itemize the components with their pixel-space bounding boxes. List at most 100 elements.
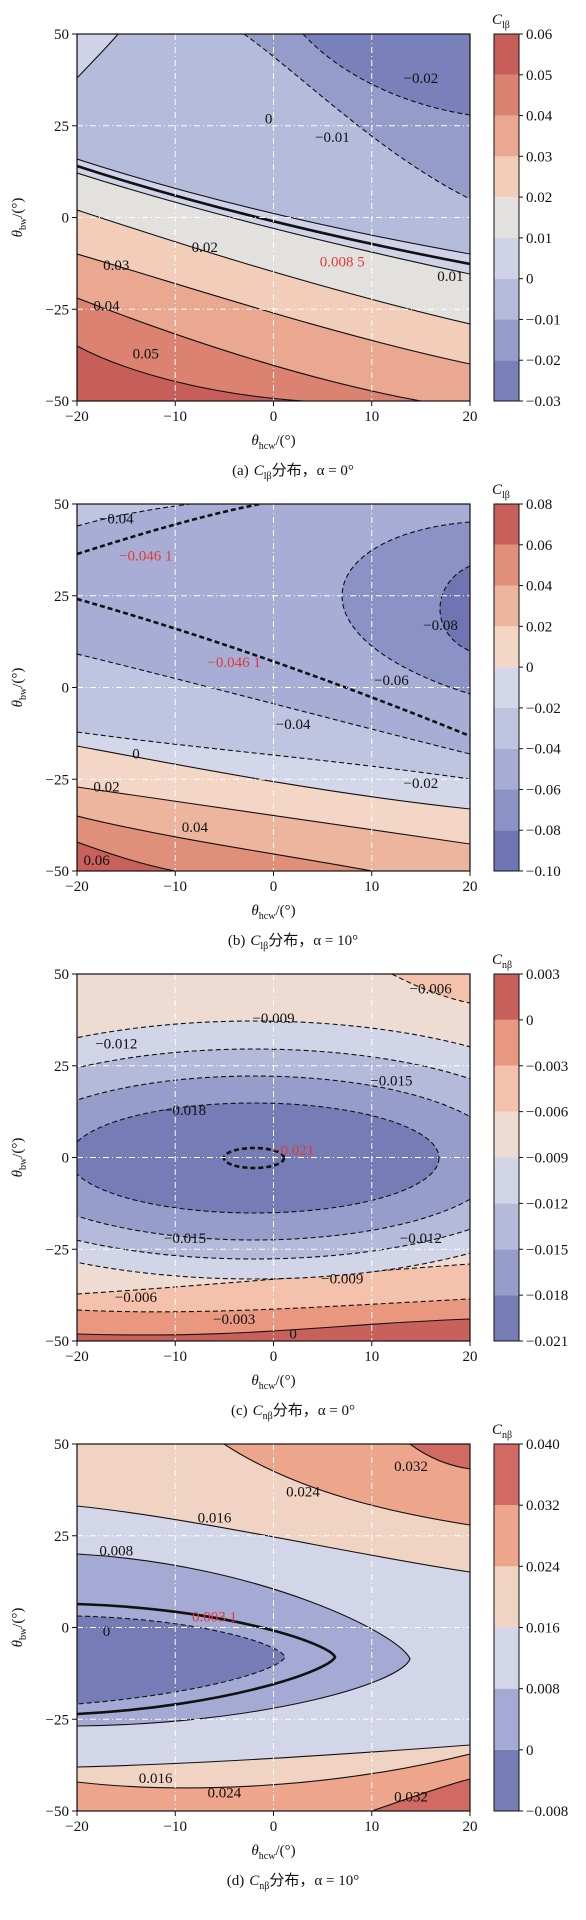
contour-label: 0.016 — [198, 1510, 232, 1526]
x-tick-label: 10 — [364, 1349, 379, 1365]
colorbar-tick-label: 0.024 — [526, 1559, 560, 1575]
x-axis-label-part: /(°) — [275, 1843, 295, 1859]
colorbar-band — [494, 1019, 519, 1066]
band — [77, 1102, 440, 1214]
y-tick-label: −50 — [46, 864, 69, 880]
contour-label: −0.009 — [321, 1272, 363, 1288]
x-tick-label: −10 — [164, 1349, 187, 1365]
colorbar-tick-label: 0.04 — [526, 579, 553, 595]
highlight-contour — [77, 597, 470, 738]
colorbar-tick-label: −0.04 — [526, 742, 561, 758]
y-axis-label: θbw/(°) — [10, 198, 29, 238]
plot-frame — [76, 33, 471, 402]
colorbar-tick-label: 0 — [526, 660, 534, 676]
panel: −20 −10 0 10 20 −50 −25 0 25 50 −0.006 −0.009 −0.012… — [10, 952, 569, 1422]
contour-label: 0.04 — [93, 299, 120, 315]
x-axis-label: θhcw/(°) — [251, 1843, 295, 1862]
colorbar-tick-label: 0.03 — [526, 149, 552, 165]
contour-label: −0.01 — [315, 130, 350, 146]
contour-label: 0.024 — [286, 1485, 320, 1501]
caption: (d) Cnβ分布，α = 10° — [227, 1872, 359, 1892]
band — [222, 1444, 470, 1526]
colorbar-band — [494, 830, 519, 871]
contour-label: 0.032 — [394, 1459, 428, 1475]
contour-label: −0.046 1 — [207, 655, 260, 671]
x-tick-label: 0 — [270, 879, 278, 895]
colorbar-band — [494, 1688, 519, 1750]
colorbar-label-part: lβ — [502, 490, 510, 501]
x-axis-label-part: /(°) — [275, 903, 295, 919]
colorbar-tick-label: 0.06 — [526, 27, 553, 43]
colorbar-band — [494, 1627, 519, 1689]
y-tick-label: 0 — [62, 1151, 70, 1167]
y-tick-label: 50 — [54, 497, 69, 513]
caption-part: lβ — [264, 471, 272, 482]
y-axis-label: θbw/(°) — [10, 1608, 29, 1648]
y-tick-label: −25 — [46, 1712, 69, 1728]
y-axis-label-part: /(°) — [10, 1138, 26, 1158]
contour-label: −0.02 — [404, 71, 439, 87]
contour-label: −0.015 — [370, 1073, 412, 1089]
colorbar-band — [494, 1203, 519, 1250]
colorbar-label-part: C — [492, 952, 503, 968]
colorbar-tick-label: 0.040 — [526, 1437, 560, 1453]
y-tick-label: −25 — [46, 772, 69, 788]
colorbar-band — [494, 319, 519, 361]
y-axis-label-part: bw — [18, 1157, 29, 1170]
contour-label: −0.08 — [423, 618, 458, 634]
colorbar-band — [494, 156, 519, 198]
colorbar-band — [494, 1295, 519, 1341]
panel: −20 −10 0 10 20 −50 −25 0 25 50 0 −0.02 −0.01 0.02 0.0… — [10, 12, 561, 482]
contour-label: −0.003 — [213, 1312, 255, 1328]
x-axis-label: θhcw/(°) — [251, 903, 295, 922]
contour-label: 0 — [103, 1624, 111, 1640]
colorbar-tick-label: 0.02 — [526, 619, 552, 635]
y-tick-label: −50 — [46, 394, 69, 410]
x-tick-label: −20 — [65, 1819, 88, 1835]
contour-label: 0.01 — [437, 269, 463, 285]
y-axis-label-part: bw — [18, 1627, 29, 1640]
contour-label: 0.008 — [99, 1543, 133, 1559]
contour-label: 0 — [289, 1327, 297, 1343]
colorbar-tick-label: −0.018 — [526, 1288, 568, 1304]
x-tick-label: 20 — [463, 1819, 478, 1835]
x-axis-label-part: hcw — [259, 1381, 276, 1392]
contour-label: −0.012 — [95, 1037, 137, 1053]
colorbar-tick-label: 0.02 — [526, 190, 552, 206]
y-axis-label: θbw/(°) — [10, 1138, 29, 1178]
colorbar-band — [494, 74, 519, 116]
colorbar-band — [494, 1065, 519, 1112]
colorbar-label-part: C — [492, 12, 503, 28]
y-axis-label-part: θ — [10, 1169, 26, 1177]
colorbar-band — [494, 504, 519, 545]
contour-label: 0.032 — [394, 1789, 428, 1805]
colorbar-band — [494, 360, 519, 401]
x-tick-label: 20 — [463, 1349, 478, 1365]
contour-label: −0.04 — [276, 717, 311, 733]
x-axis-label-part: hcw — [259, 1851, 276, 1862]
contour-label: 0 — [132, 747, 140, 763]
y-tick-label: 25 — [54, 589, 69, 605]
contour-label: −0.012 — [400, 1231, 442, 1247]
colorbar-band — [494, 1505, 519, 1567]
x-tick-label: 20 — [463, 879, 478, 895]
colorbar-band — [494, 585, 519, 627]
colorbar-band — [494, 1749, 519, 1811]
colorbar-band — [494, 1444, 519, 1506]
y-tick-label: −25 — [46, 1242, 69, 1258]
y-tick-label: 0 — [62, 1621, 70, 1637]
caption-part: 分布，α = 0° — [272, 462, 354, 479]
colorbar-tick-label: −0.02 — [526, 701, 561, 717]
y-tick-label: 0 — [62, 681, 70, 697]
contour-label: −0.04 — [99, 512, 134, 528]
colorbar-tick-label: −0.003 — [526, 1059, 568, 1075]
caption-part: C — [254, 463, 265, 479]
caption-part: nβ — [263, 1411, 273, 1422]
colorbar-band — [494, 278, 519, 320]
caption-part: lβ — [260, 941, 268, 952]
contour-label: −0.009 — [252, 1011, 294, 1027]
panel: −20 −10 0 10 20 −50 −25 0 25 50 0.032 0.024 0.016 0.0… — [10, 1422, 568, 1892]
contour-label: 0.02 — [192, 240, 218, 256]
colorbar-tick-label: −0.015 — [526, 1242, 568, 1258]
